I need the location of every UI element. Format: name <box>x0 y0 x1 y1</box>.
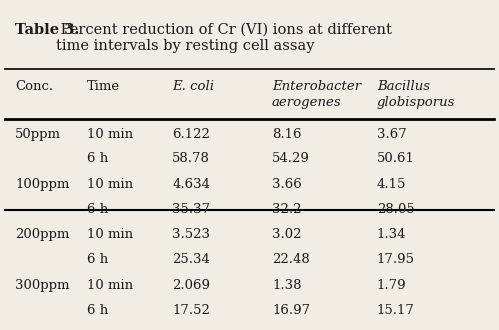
Text: 100ppm: 100ppm <box>15 178 69 191</box>
Text: 15.17: 15.17 <box>377 304 415 316</box>
Text: 10 min: 10 min <box>87 128 133 141</box>
Text: 1.34: 1.34 <box>377 228 406 241</box>
Text: 1.38: 1.38 <box>272 279 301 292</box>
Text: 54.29: 54.29 <box>272 152 310 165</box>
Text: 17.95: 17.95 <box>377 253 415 266</box>
Text: 4.15: 4.15 <box>377 178 406 191</box>
Text: 16.97: 16.97 <box>272 304 310 316</box>
Text: 6 h: 6 h <box>87 152 109 165</box>
Text: Bacillus
globisporus: Bacillus globisporus <box>377 80 455 109</box>
Text: 3.02: 3.02 <box>272 228 301 241</box>
Text: 6.122: 6.122 <box>172 128 210 141</box>
Text: 1.79: 1.79 <box>377 279 406 292</box>
Text: 4.634: 4.634 <box>172 178 210 191</box>
Text: 50ppm: 50ppm <box>15 128 61 141</box>
Text: 10 min: 10 min <box>87 228 133 241</box>
Text: Time: Time <box>87 80 120 93</box>
Text: Conc.: Conc. <box>15 80 53 93</box>
Text: 32.2: 32.2 <box>272 203 301 216</box>
Text: 28.05: 28.05 <box>377 203 415 216</box>
Text: 300ppm: 300ppm <box>15 279 69 292</box>
Text: Table 3.: Table 3. <box>15 23 79 37</box>
Text: 6 h: 6 h <box>87 253 109 266</box>
Text: 10 min: 10 min <box>87 279 133 292</box>
Text: 8.16: 8.16 <box>272 128 301 141</box>
Text: 50.61: 50.61 <box>377 152 415 165</box>
Text: 17.52: 17.52 <box>172 304 210 316</box>
Text: 10 min: 10 min <box>87 178 133 191</box>
Text: Enterobacter
aerogenes: Enterobacter aerogenes <box>272 80 361 109</box>
Text: 6 h: 6 h <box>87 203 109 216</box>
Text: E. coli: E. coli <box>172 80 214 93</box>
Text: 25.34: 25.34 <box>172 253 210 266</box>
Text: 58.78: 58.78 <box>172 152 210 165</box>
Text: 6 h: 6 h <box>87 304 109 316</box>
Text: 35.37: 35.37 <box>172 203 210 216</box>
Text: 200ppm: 200ppm <box>15 228 69 241</box>
Text: Percent reduction of Cr (VI) ions at different
time intervals by resting cell as: Percent reduction of Cr (VI) ions at dif… <box>56 23 392 53</box>
Text: 3.66: 3.66 <box>272 178 302 191</box>
Text: 2.069: 2.069 <box>172 279 210 292</box>
Text: 3.523: 3.523 <box>172 228 210 241</box>
Text: 22.48: 22.48 <box>272 253 310 266</box>
Text: 3.67: 3.67 <box>377 128 407 141</box>
